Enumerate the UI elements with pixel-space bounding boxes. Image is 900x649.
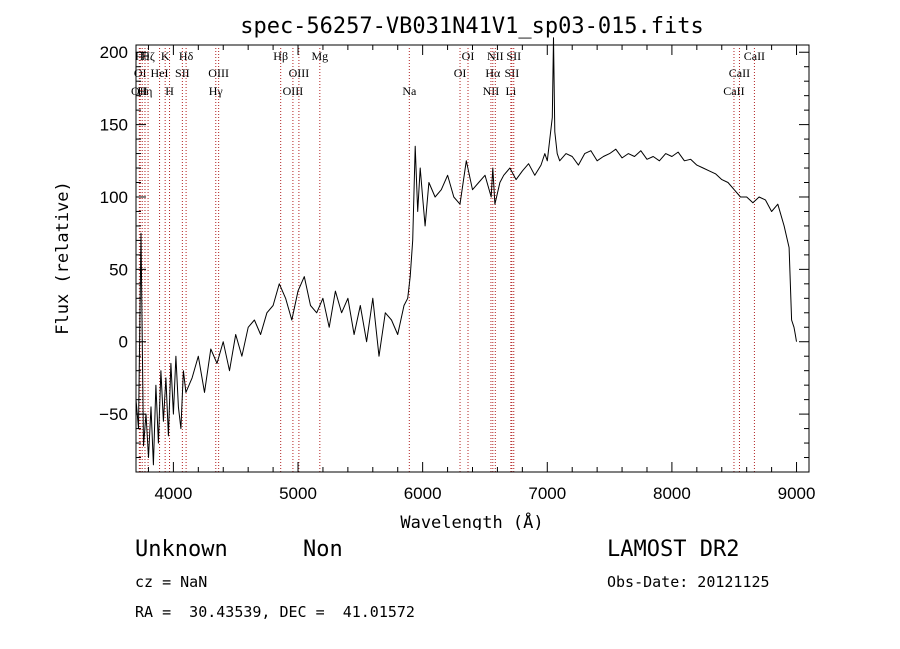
survey-name: LAMOST DR2 [607, 537, 740, 562]
chart-title: spec-56257-VB031N41V1_sp03-015.fits [240, 14, 704, 39]
x-tick-label: 5000 [279, 484, 317, 503]
line-marker-label: OIII [289, 66, 310, 80]
line-marker-label: OII [131, 84, 148, 98]
coordinates: RA = 30.43539, DEC = 41.01572 [135, 603, 415, 621]
line-marker-label: Hβ [273, 49, 288, 63]
line-marker-label: OIII [208, 66, 229, 80]
line-marker-label: K [161, 49, 170, 63]
y-tick-label: 100 [100, 188, 128, 207]
y-tick-label: 150 [100, 116, 128, 135]
line-marker-label: SII [506, 49, 521, 63]
line-marker-label: Mg [311, 49, 328, 63]
line-marker-label: CaII [744, 49, 765, 63]
line-marker-label: NII [487, 49, 504, 63]
x-axis-label: Wavelength (Å) [400, 511, 543, 530]
line-marker-label: Hζ [141, 49, 155, 63]
line-marker-label: CaII [723, 84, 744, 98]
line-marker-label: OIII [283, 84, 304, 98]
redshift-text: cz = NaN [135, 573, 208, 591]
line-marker-label: H [165, 84, 174, 98]
line-marker-label: Hδ [179, 49, 194, 63]
line-marker-label: Hγ [209, 84, 224, 98]
y-axis-ticks: −50 0 50 100 150 200 [99, 43, 809, 459]
series-group [135, 37, 797, 466]
line-marker-label: Li [506, 84, 517, 98]
object-class: Unknown [135, 537, 228, 562]
line-markers: OIIOIHθHηHζHeIKHSIIHδHγOIIIHβOIIIOIIIMgN… [131, 48, 765, 472]
line-marker-label: NII [483, 84, 500, 98]
y-tick-label: 200 [100, 43, 128, 62]
x-tick-label: 8000 [653, 484, 691, 503]
line-marker-label: CaII [729, 66, 750, 80]
y-tick-label: −50 [99, 405, 128, 424]
line-marker-label: OI [454, 66, 467, 80]
plot-frame [135, 44, 810, 473]
x-tick-label: 7000 [528, 484, 566, 503]
x-tick-label: 4000 [154, 484, 192, 503]
x-tick-label: 9000 [778, 484, 816, 503]
y-axis-label: Flux (relative) [53, 181, 73, 335]
x-tick-label: 6000 [404, 484, 442, 503]
line-marker-label: Hα [485, 66, 501, 80]
object-subclass: Non [303, 537, 343, 562]
line-marker-label: OI [134, 66, 147, 80]
line-marker-label: HeI [151, 66, 169, 80]
y-tick-label: 50 [109, 260, 128, 279]
line-marker-label: Hη [137, 84, 152, 98]
x-axis-ticks: 4000 5000 6000 7000 8000 9000 [147, 45, 816, 503]
spectrum-line-0 [135, 37, 797, 466]
obs-date: Obs-Date: 20121125 [607, 573, 770, 591]
line-marker-label: SII [505, 66, 520, 80]
line-marker-label: Na [402, 84, 417, 98]
spectrum-plot: spec-56257-VB031N41V1_sp03-015.fits OII O… [53, 14, 816, 530]
line-marker-label: OI [462, 49, 475, 63]
y-tick-label: 0 [119, 333, 128, 352]
line-marker-label: SII [175, 66, 190, 80]
